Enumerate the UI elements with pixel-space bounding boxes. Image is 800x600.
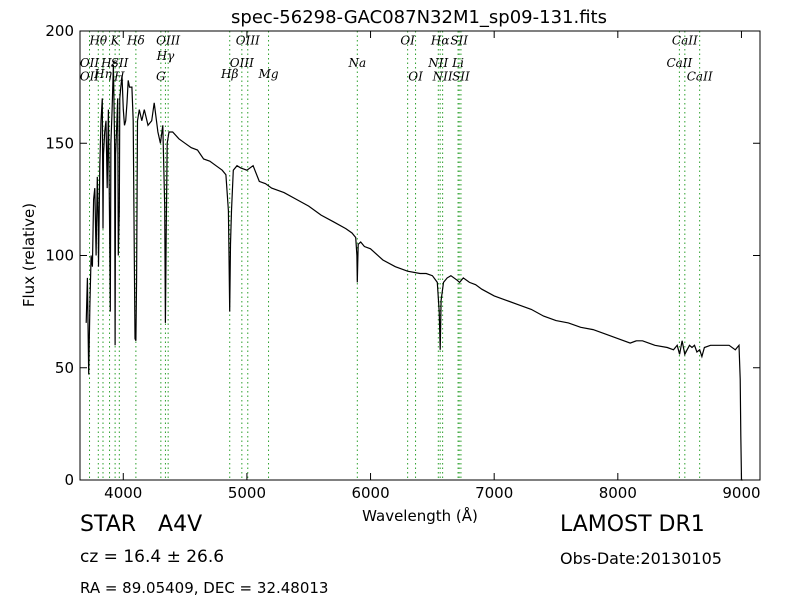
survey-label: LAMOST DR1 [560, 512, 705, 537]
annotation-3: K [110, 33, 121, 47]
annotation-0: Hθ [88, 33, 107, 47]
annotation-2: OII [80, 69, 100, 83]
y-tick-label-0: 0 [64, 471, 74, 489]
annotation-1: OII [80, 56, 100, 70]
annotation-17: OI [400, 33, 415, 47]
chart-title: spec-56298-GAC087N32M1_sp09-131.fits [231, 7, 607, 28]
coordinates-label: RA = 89.05409, DEC = 32.48013 [80, 579, 329, 597]
annotation-16: Na [347, 56, 366, 70]
x-axis: 4000 5000 6000 7000 8000 9000 [104, 31, 761, 502]
x-tick-label-8000: 8000 [599, 484, 637, 502]
y-tick-label-150: 150 [45, 134, 74, 152]
annotation-22: Li [451, 56, 464, 70]
annotation-8: Hδ [126, 33, 145, 47]
annotation-12: OIII [236, 33, 260, 47]
subclass-label: A4V [158, 512, 203, 537]
object-class: STAR A4V [80, 512, 202, 537]
annotation-13: OIII [230, 56, 254, 70]
annotation-27: CaII [687, 69, 713, 83]
annotation-10: Hγ [156, 49, 175, 63]
annotation-24: SII [452, 69, 470, 83]
x-tick-label-4000: 4000 [104, 484, 142, 502]
y-axis-label: Flux (relative) [20, 203, 38, 307]
annotation-6: SII [111, 56, 129, 70]
obs-date-label: Obs-Date:20130105 [560, 549, 722, 568]
annotation-7: H [113, 69, 125, 83]
object-class-label: STAR [80, 512, 137, 537]
annotation-5: Hη [93, 67, 112, 81]
y-tick-label-50: 50 [55, 359, 74, 377]
x-tick-label-9000: 9000 [722, 484, 760, 502]
annotation-26: CaII [666, 56, 692, 70]
line-markers [89, 31, 701, 480]
y-axis: 0 50 100 150 200 [45, 22, 760, 489]
y-tick-label-100: 100 [45, 247, 74, 265]
x-tick-label-6000: 6000 [351, 484, 389, 502]
annotation-15: Mg [258, 67, 279, 81]
annotation-18: OI [408, 69, 423, 83]
x-tick-label-7000: 7000 [475, 484, 513, 502]
annotation-21: NII [427, 56, 448, 70]
plot-frame [79, 30, 761, 481]
annotation-9: OIII [156, 33, 180, 47]
annotation-19: Hα [430, 33, 450, 47]
annotation-23: NII [432, 69, 453, 83]
annotation-25: CaII [672, 33, 698, 47]
annotation-20: SII [450, 33, 468, 47]
flux-line [85, 64, 743, 481]
annotation-11: G [156, 69, 166, 83]
x-tick-label-5000: 5000 [228, 484, 266, 502]
redshift-label: cz = 16.4 ± 26.6 [80, 547, 225, 567]
annotation-14: Hβ [220, 67, 238, 81]
y-tick-label-200: 200 [45, 22, 74, 40]
x-axis-label: Wavelength (Å) [362, 506, 478, 525]
